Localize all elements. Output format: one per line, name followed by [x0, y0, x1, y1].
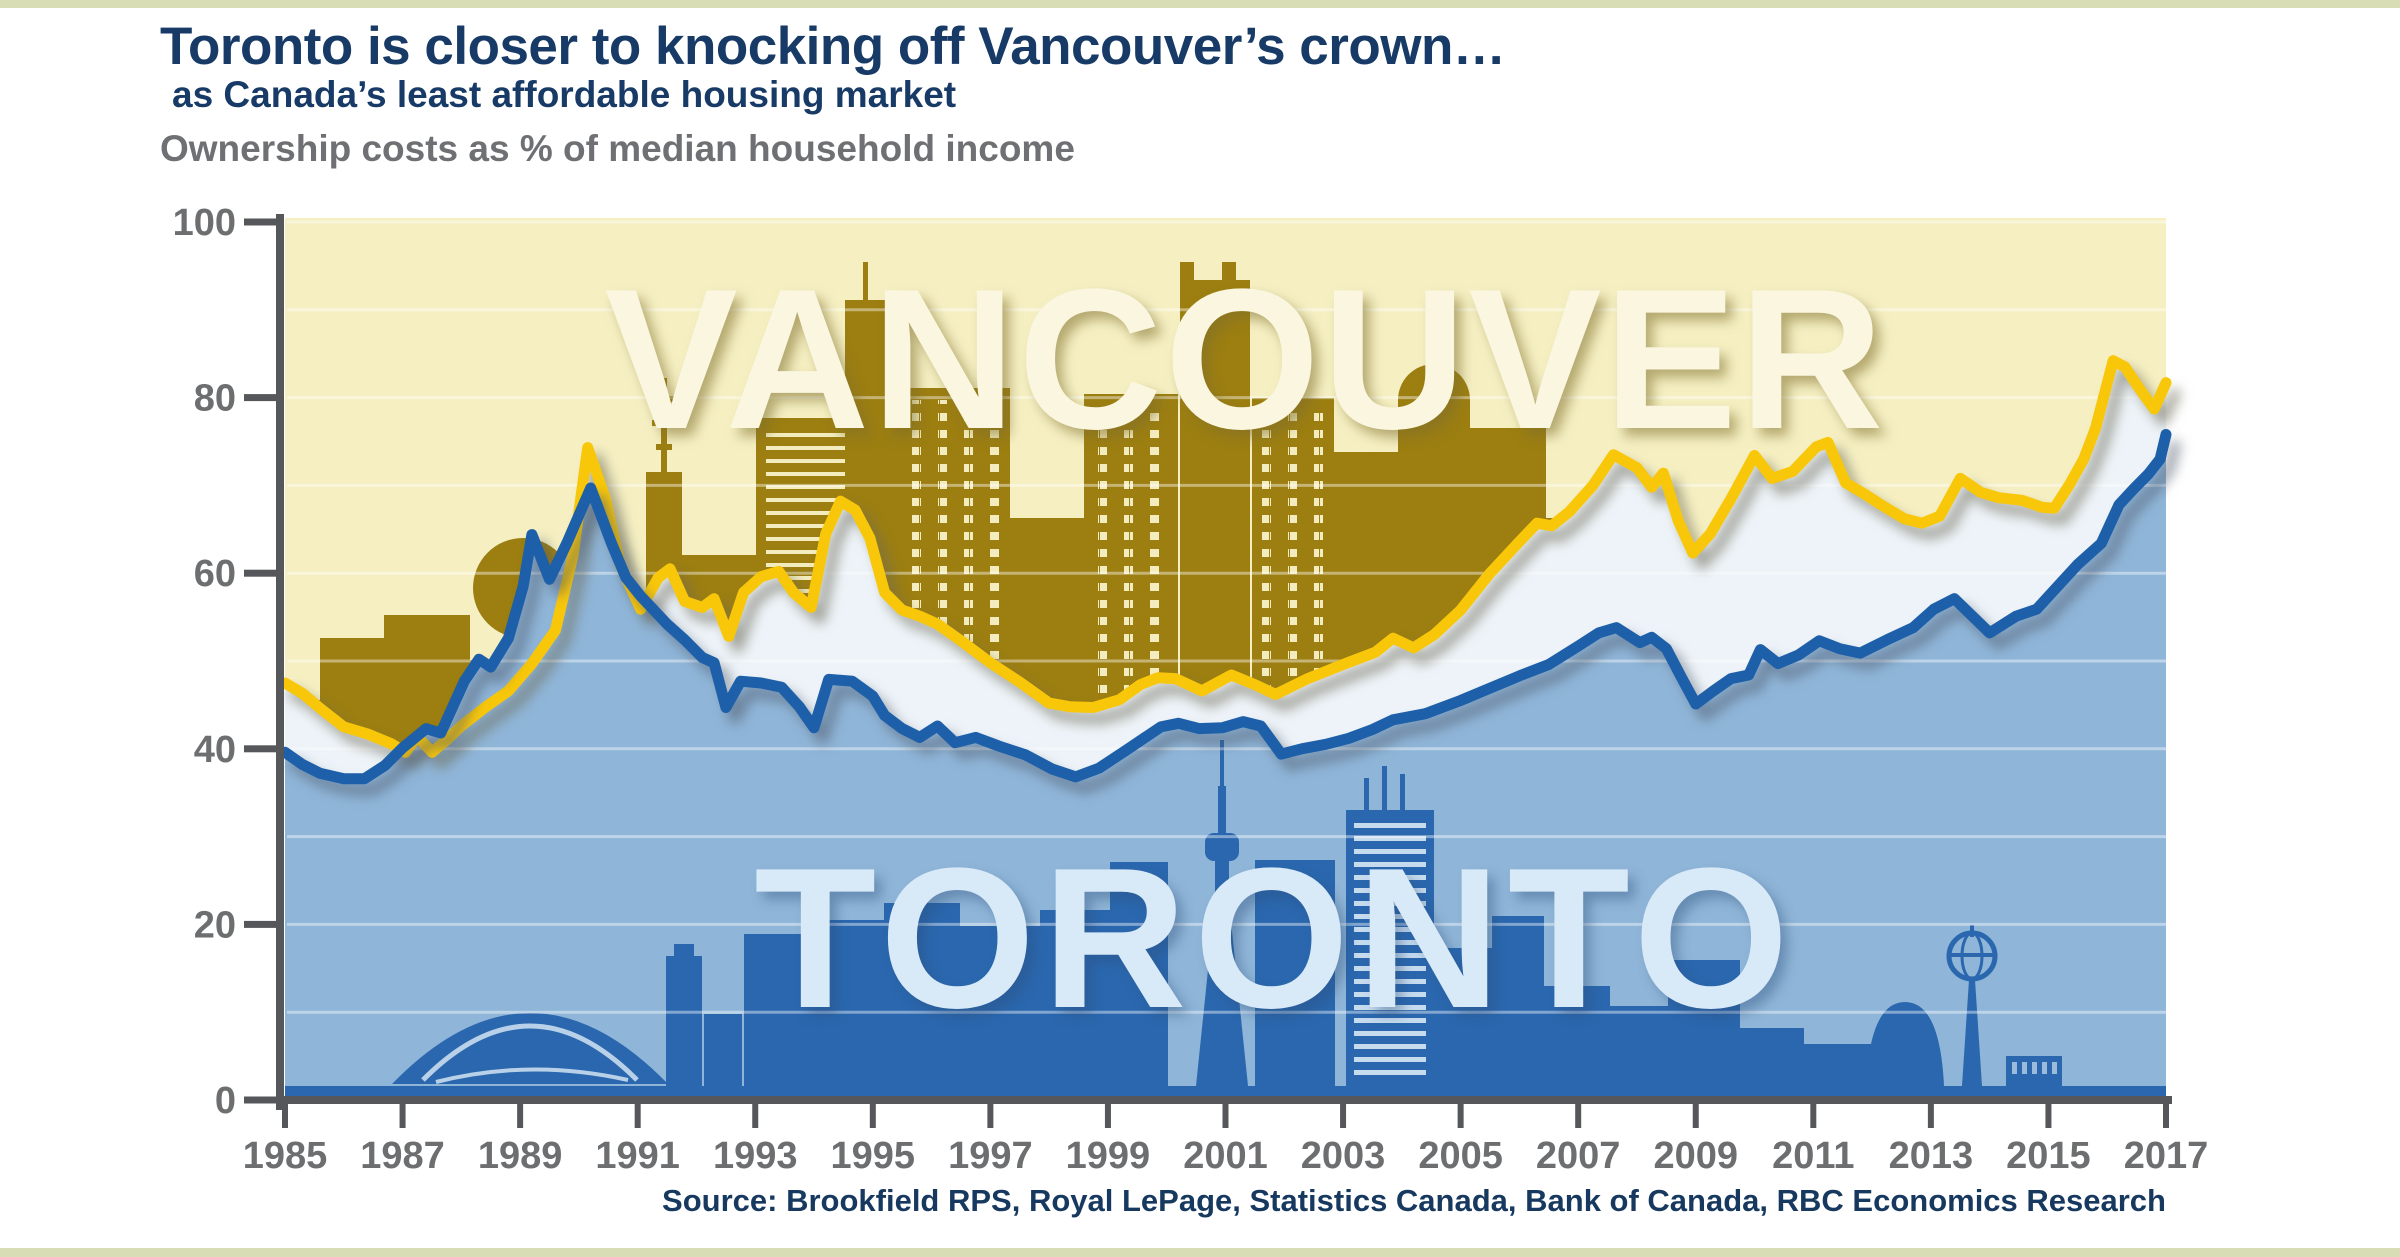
y-tick-80	[244, 394, 276, 402]
x-axis-ticks: 1985 1987 1989 1991 1993 1995 1997 1999 2001 2003…	[243, 1104, 2209, 1177]
x-tick-label-2015: 2015	[2006, 1135, 2091, 1177]
vancouver-line	[279, 355, 2172, 758]
gridlines	[287, 220, 2166, 1014]
x-tick-label-1995: 1995	[831, 1135, 916, 1177]
vancouver-watermark: VANCOUVER	[604, 248, 1885, 471]
y-tick-label-0: 0	[215, 1080, 236, 1122]
top-band	[0, 0, 2400, 8]
y-tick-label-80: 80	[194, 378, 236, 420]
y-tick-label-100: 100	[173, 202, 236, 244]
x-tick-2011	[1810, 1104, 1817, 1128]
page-title: Toronto is closer to knocking off Vancou…	[160, 17, 1506, 76]
y-tick-60	[244, 569, 276, 577]
x-tick-2009	[1692, 1104, 1699, 1128]
y-tick-100	[244, 218, 276, 226]
x-tick-1989	[517, 1104, 524, 1128]
y-tick-0	[244, 1096, 276, 1104]
x-tick-1991	[634, 1104, 641, 1128]
x-tick-1997	[987, 1104, 994, 1128]
x-tick-2001	[1222, 1104, 1229, 1128]
x-tick-label-1993: 1993	[713, 1135, 798, 1177]
toronto-area-fill	[285, 434, 2166, 1100]
x-tick-1993	[752, 1104, 759, 1128]
page-subtitle: as Canada’s least affordable housing mar…	[172, 74, 957, 115]
bottom-band	[0, 1248, 2400, 1257]
x-tick-label-2007: 2007	[1536, 1135, 1621, 1177]
x-tick-label-1999: 1999	[1066, 1135, 1151, 1177]
x-tick-label-2005: 2005	[1418, 1135, 1503, 1177]
toronto-watermark: TORONTO	[754, 827, 1796, 1050]
y-tick-label-40: 40	[194, 729, 236, 771]
y-axis-ticks: 0 20 40 60 80 100	[173, 202, 276, 1122]
y-tick-label-60: 60	[194, 553, 236, 595]
x-tick-2017	[2163, 1104, 2169, 1128]
x-tick-label-2013: 2013	[1889, 1135, 1974, 1177]
x-tick-2007	[1575, 1104, 1582, 1128]
x-tick-1987	[399, 1104, 406, 1128]
x-tick-2015	[2045, 1104, 2052, 1128]
y-tick-label-20: 20	[194, 904, 236, 946]
x-tick-2003	[1340, 1104, 1347, 1128]
y-tick-20	[244, 920, 276, 928]
x-tick-label-2009: 2009	[1653, 1135, 1738, 1177]
x-tick-label-1989: 1989	[478, 1135, 563, 1177]
x-tick-2013	[1927, 1104, 1934, 1128]
y-tick-40	[244, 745, 276, 753]
x-tick-2005	[1457, 1104, 1464, 1128]
source-credit: Source: Brookfield RPS, Royal LePage, St…	[662, 1183, 2166, 1218]
toronto-line	[279, 429, 2172, 785]
x-tick-label-1985: 1985	[243, 1135, 328, 1177]
x-tick-label-1987: 1987	[360, 1135, 445, 1177]
x-tick-label-2017: 2017	[2124, 1135, 2209, 1177]
x-tick-label-2001: 2001	[1183, 1135, 1268, 1177]
x-tick-1999	[1104, 1104, 1111, 1128]
x-tick-label-1997: 1997	[948, 1135, 1033, 1177]
x-tick-1985	[282, 1104, 288, 1128]
y-axis-measure-label: Ownership costs as % of median household…	[160, 128, 1075, 169]
axes	[276, 214, 2172, 1110]
x-tick-1995	[869, 1104, 876, 1128]
x-tick-label-2011: 2011	[1772, 1135, 1854, 1177]
x-tick-label-2003: 2003	[1301, 1135, 1386, 1177]
x-tick-label-1991: 1991	[595, 1135, 680, 1177]
